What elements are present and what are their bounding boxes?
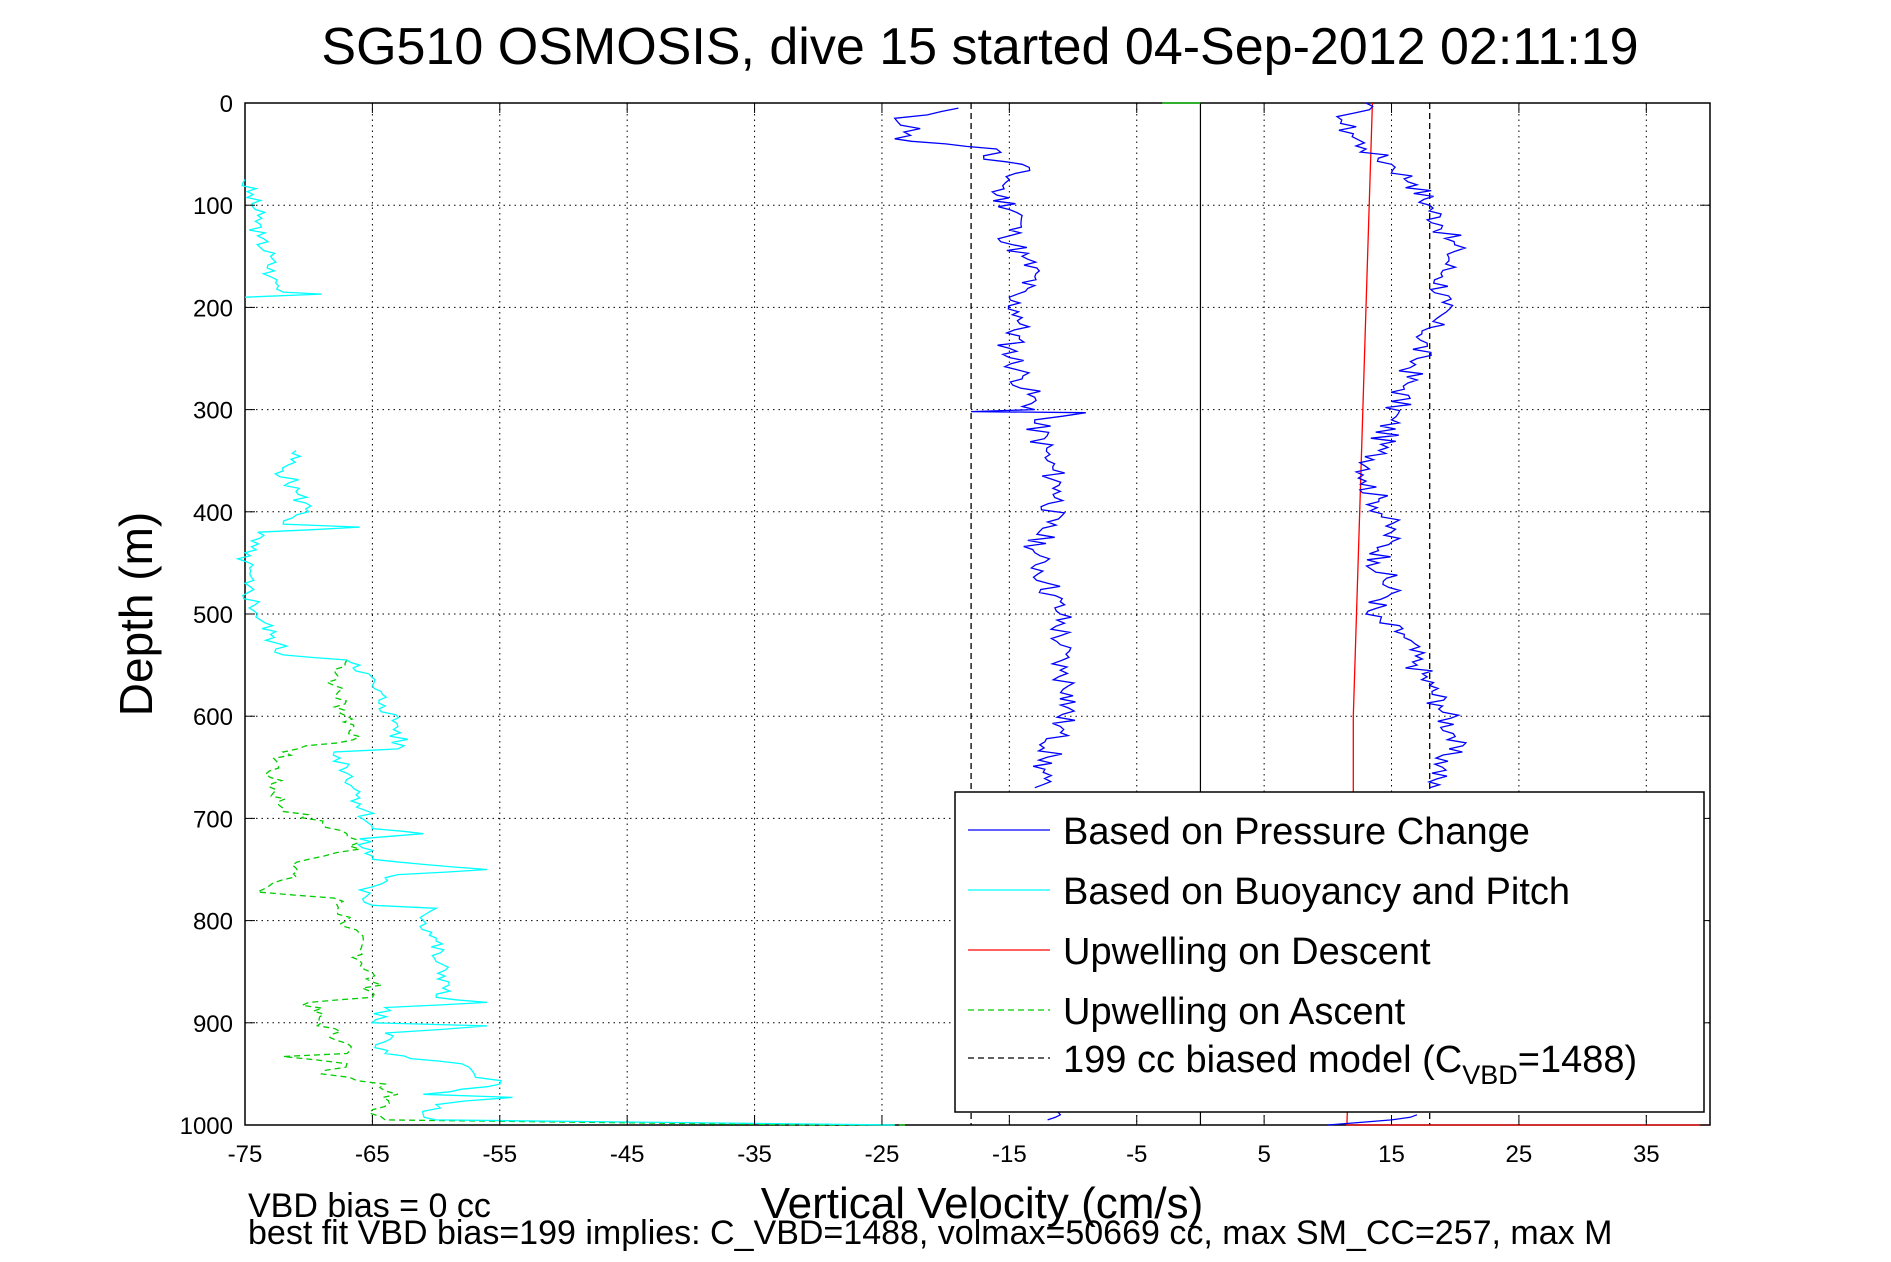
legend-label: Upwelling on Ascent — [1063, 991, 1406, 1033]
y-tick-label: 800 — [193, 909, 233, 936]
pressure-change-ascent-line — [1335, 102, 1468, 789]
y-tick-label: 1000 — [180, 1113, 233, 1140]
legend-label: Based on Buoyancy and Pitch — [1063, 871, 1570, 913]
footnote-vbd-bias: VBD bias = 0 cc — [248, 1187, 491, 1225]
y-tick-label: 200 — [193, 295, 233, 322]
y-tick-label: 100 — [193, 193, 233, 220]
x-axis-ticks: -75 -65 -55 -45 -35 -25 -15 -5 5 15 25 35 — [228, 103, 1660, 1168]
x-tick-label: 15 — [1378, 1141, 1405, 1168]
footnote-best-fit: best fit VBD bias=199 implies: C_VBD=148… — [248, 1214, 1612, 1252]
y-tick-label: 300 — [193, 398, 233, 425]
legend-label-subscript: VBD — [1462, 1060, 1518, 1090]
pressure-change-descent-line — [893, 107, 1086, 789]
x-tick-label: -5 — [1126, 1141, 1147, 1168]
y-axis-ticks: 0 100 200 300 400 500 600 700 800 900 1000 — [180, 91, 1710, 1140]
chart-title: SG510 OSMOSIS, dive 15 started 04-Sep-20… — [321, 18, 1638, 76]
buoyancy-pitch-line-lower — [235, 449, 895, 1126]
x-tick-label: 35 — [1633, 1141, 1660, 1168]
x-tick-label: -75 — [228, 1141, 263, 1168]
y-tick-label: 400 — [193, 500, 233, 527]
y-axis-label: Depth (m) — [110, 512, 162, 716]
legend-box — [954, 791, 1705, 1113]
y-tick-label: 900 — [193, 1011, 233, 1038]
x-tick-label: -35 — [737, 1141, 772, 1168]
y-tick-label: 600 — [193, 704, 233, 731]
x-tick-label: -45 — [610, 1141, 645, 1168]
x-axis-label: Vertical Velocity (cm/s) — [761, 1179, 1204, 1228]
legend-label: Based on Pressure Change — [1063, 811, 1530, 853]
y-tick-label: 500 — [193, 602, 233, 629]
legend-label-suffix: =1488) — [1518, 1039, 1637, 1081]
upwelling-descent-line — [1346, 102, 1710, 1126]
upwelling-ascent-line — [255, 659, 908, 1126]
x-tick-label: -15 — [992, 1141, 1027, 1168]
x-tick-label: -25 — [865, 1141, 900, 1168]
legend-label: Upwelling on Descent — [1063, 931, 1431, 973]
x-tick-label: 25 — [1506, 1141, 1533, 1168]
y-tick-label: 0 — [220, 91, 233, 118]
buoyancy-pitch-line-upper — [241, 179, 322, 298]
y-tick-label: 700 — [193, 806, 233, 833]
legend: Based on Pressure Change Based on Buoyanc… — [954, 791, 1705, 1113]
x-tick-label: -65 — [355, 1141, 390, 1168]
x-tick-label: 5 — [1257, 1141, 1270, 1168]
x-tick-label: -55 — [482, 1141, 517, 1168]
